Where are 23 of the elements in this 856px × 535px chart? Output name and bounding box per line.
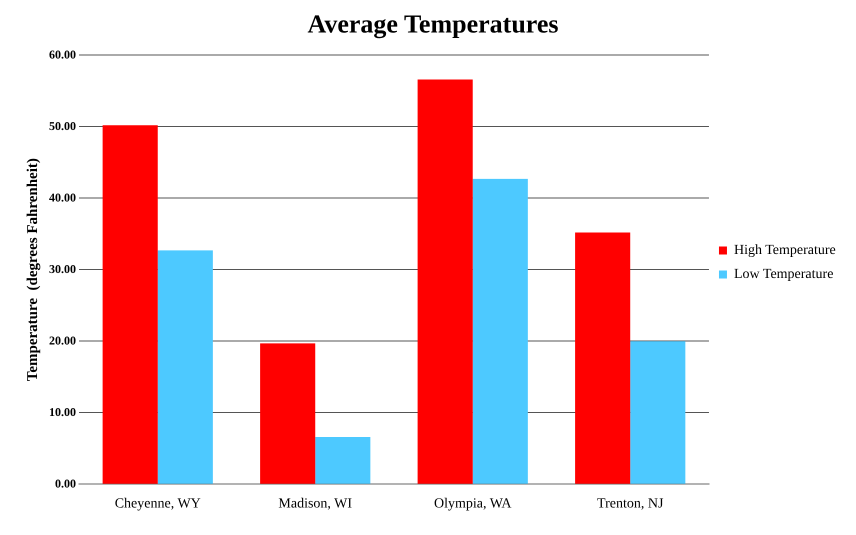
bar [418, 80, 473, 484]
y-tick-label: 10.00 [49, 404, 76, 419]
y-tick-label: 0.00 [55, 476, 76, 490]
x-tick-label: Trenton, NJ [597, 496, 664, 512]
y-tick-label: 40.00 [49, 190, 76, 204]
y-axis-title: Temperature (degrees Fahrenheit) [24, 158, 41, 382]
y-tick-label: 30.00 [49, 262, 76, 276]
y-tick-label: 20.00 [49, 333, 76, 348]
bar [472, 178, 528, 484]
x-tick-label: Madison, WI [278, 496, 352, 512]
legend-label: High Temperature [734, 243, 836, 258]
bar [102, 125, 158, 484]
legend-label: Low Temperature [734, 267, 834, 282]
bar [315, 437, 370, 484]
bar [158, 250, 213, 484]
chart-title: Average Temperatures [307, 9, 559, 38]
x-tick-label: Olympia, WA [434, 496, 512, 512]
y-tick-label: 50.00 [49, 118, 76, 133]
bar [575, 232, 630, 484]
x-tick-label: Cheyenne, WY [114, 496, 201, 512]
bar [260, 343, 316, 484]
bar [630, 341, 686, 484]
y-tick-label: 60.00 [49, 47, 76, 62]
